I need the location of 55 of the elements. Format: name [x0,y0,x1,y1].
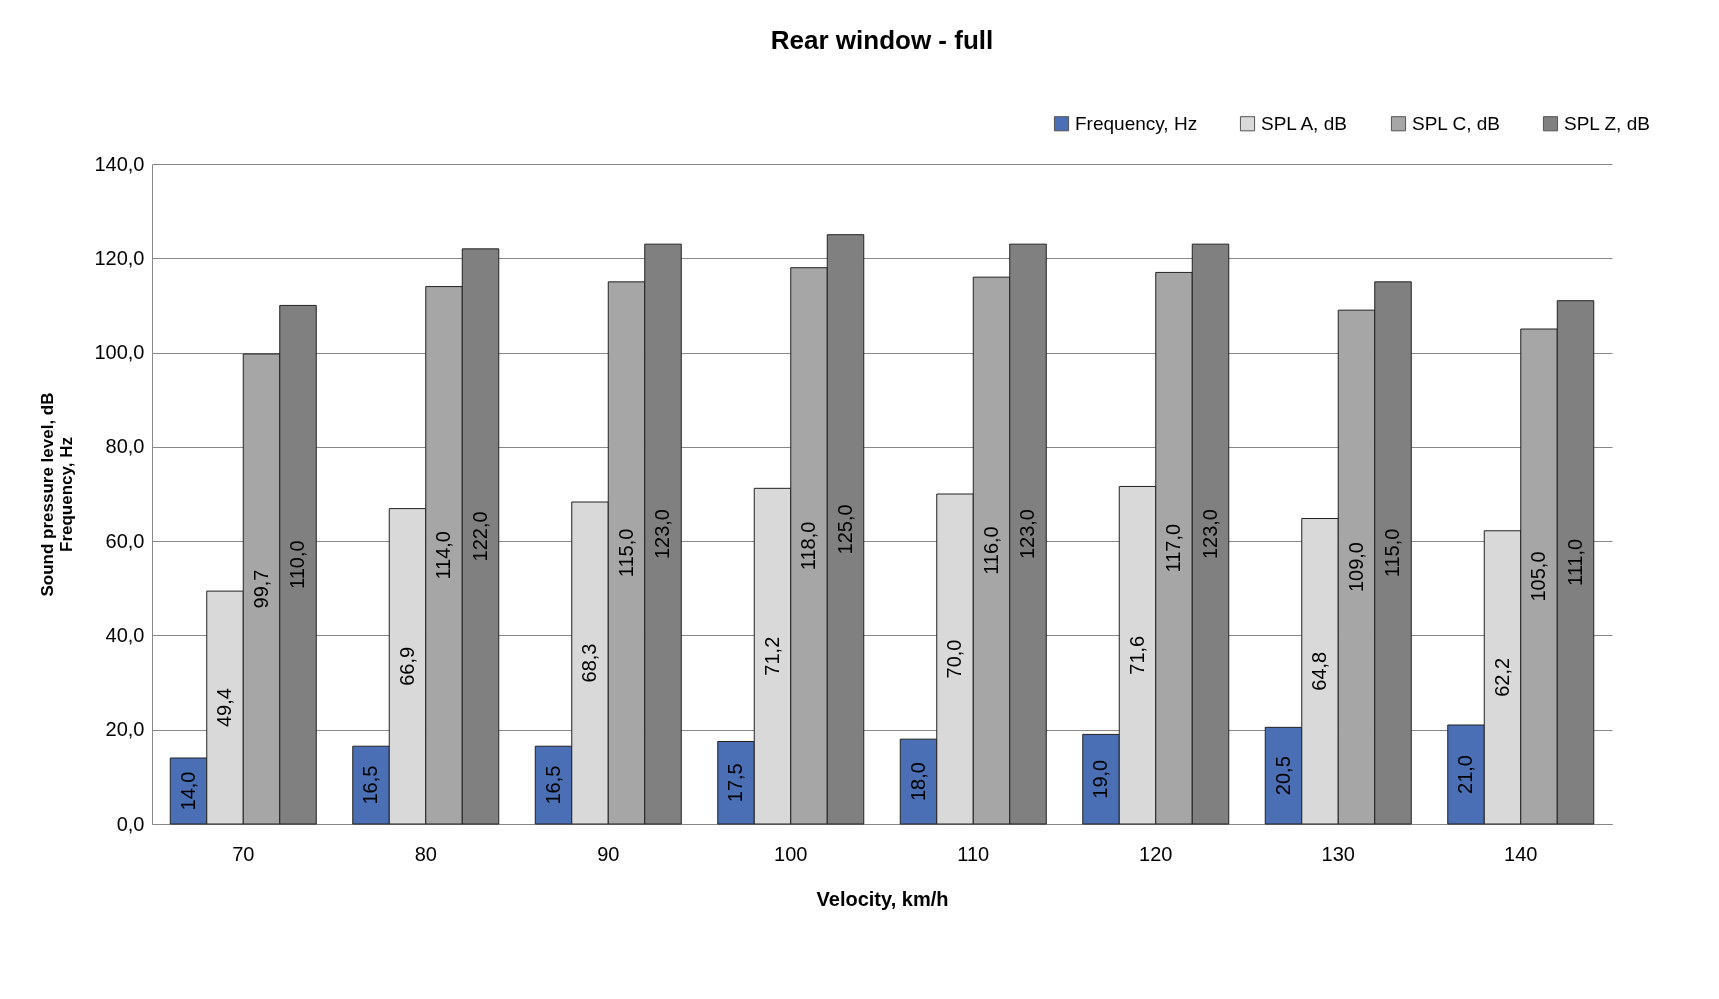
chart-title: Rear window - full [770,25,994,55]
y-tick-label: 40,0 [105,623,145,646]
data-label: 49,4 [213,688,235,728]
legend-label: SPL Z, dB [1564,112,1650,134]
data-label: 115,0 [614,528,637,578]
data-label: 117,0 [1162,523,1184,573]
y-tick-label: 140,0 [94,152,145,175]
data-label: 19,0 [1089,759,1111,799]
y-tick-label: 20,0 [105,718,145,741]
data-label: 14,0 [176,771,199,811]
x-tick-label: 120 [1139,842,1173,865]
data-label: 123,0 [1016,509,1038,560]
y-tick-label: 80,0 [105,435,145,458]
data-label: 66,9 [395,646,418,686]
data-label: 111,0 [1563,538,1586,586]
data-label: 71,6 [1125,635,1148,675]
data-label: 16,5 [541,765,564,805]
data-label: 123,0 [651,509,673,560]
data-label: 118,0 [797,521,819,571]
data-label: 68,3 [578,643,600,683]
y-tick-label: 100,0 [94,341,145,364]
data-label: 109,0 [1344,542,1367,593]
data-label: 99,7 [249,569,272,609]
x-tick-label: 80 [414,842,437,865]
data-label: 114,0 [432,531,454,580]
data-label: 70,0 [943,639,965,679]
y-tick-label: 0,0 [116,812,145,835]
y-tick-label: 60,0 [105,529,145,552]
legend-label: Frequency, Hz [1075,112,1198,134]
data-label: 115,0 [1381,528,1403,578]
y-tick-label: 120,0 [94,246,145,269]
data-label: 21,0 [1454,755,1476,794]
data-label: 71,2 [760,636,783,676]
data-label: 110,0 [286,540,308,589]
x-tick-label: 140 [1504,842,1538,865]
x-tick-label: 110 [957,842,990,865]
x-tick-label: 100 [774,842,808,865]
data-label: 64,8 [1308,651,1330,691]
data-label: 62,2 [1490,657,1513,697]
data-label: 18,0 [906,762,929,802]
x-tick-label: 130 [1321,842,1355,865]
legend-label: SPL C, dB [1412,112,1501,134]
data-label: 16,5 [359,765,381,805]
x-axis-title: Velocity, km/h [816,887,949,910]
data-label: 17,5 [724,763,746,803]
x-tick-label: 90 [597,842,620,865]
legend-label: SPL A, dB [1261,112,1347,134]
y-axis-title: Sound pressure level, dB Frequency, Hz [38,392,77,597]
data-label: 105,0 [1527,551,1549,602]
data-label: 123,0 [1198,509,1221,560]
data-label: 20,5 [1271,756,1294,796]
data-label: 125,0 [833,504,856,555]
data-label: 116,0 [979,526,1002,575]
data-label: 122,0 [468,511,491,562]
x-tick-label: 70 [232,842,255,865]
